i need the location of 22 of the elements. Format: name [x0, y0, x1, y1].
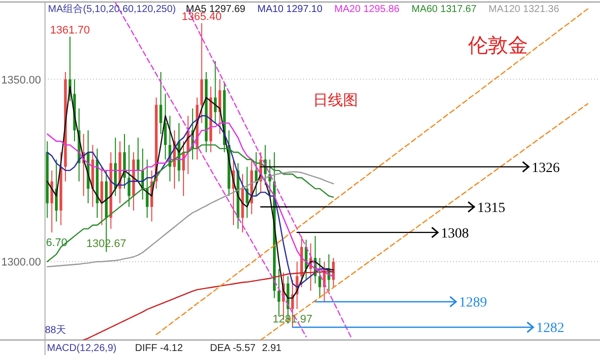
series-label: 1308	[440, 226, 469, 242]
text: MACD(12,26,9)	[47, 343, 116, 354]
annotation: 6.70	[46, 237, 68, 249]
annotation: 88天	[45, 325, 66, 336]
text: 伦敦金	[468, 35, 528, 57]
series-label: 1315	[477, 200, 506, 216]
text: 日线图	[313, 92, 358, 109]
text: MA60 1317.67	[411, 4, 477, 15]
text: DEA -5.57	[210, 343, 256, 354]
annotation: 1361.70	[50, 24, 90, 37]
series-label: 1326	[532, 160, 560, 176]
text: MA10 1297.10	[257, 4, 323, 15]
annotation: 1365.40	[182, 11, 222, 24]
text: MA20 1295.86	[334, 4, 400, 15]
y-tick-label: 1350.00	[1, 74, 41, 86]
y-tick-label: 1300.00	[1, 256, 41, 269]
series-label: 1282	[536, 321, 564, 336]
text: 2.91	[262, 343, 282, 354]
text: DIFF -4.12	[135, 343, 184, 354]
annotation: MA组合(5,10,20,60,120,250)	[48, 3, 176, 15]
series-label: 1289	[459, 296, 488, 311]
text: MA120 1321.36	[488, 4, 560, 15]
